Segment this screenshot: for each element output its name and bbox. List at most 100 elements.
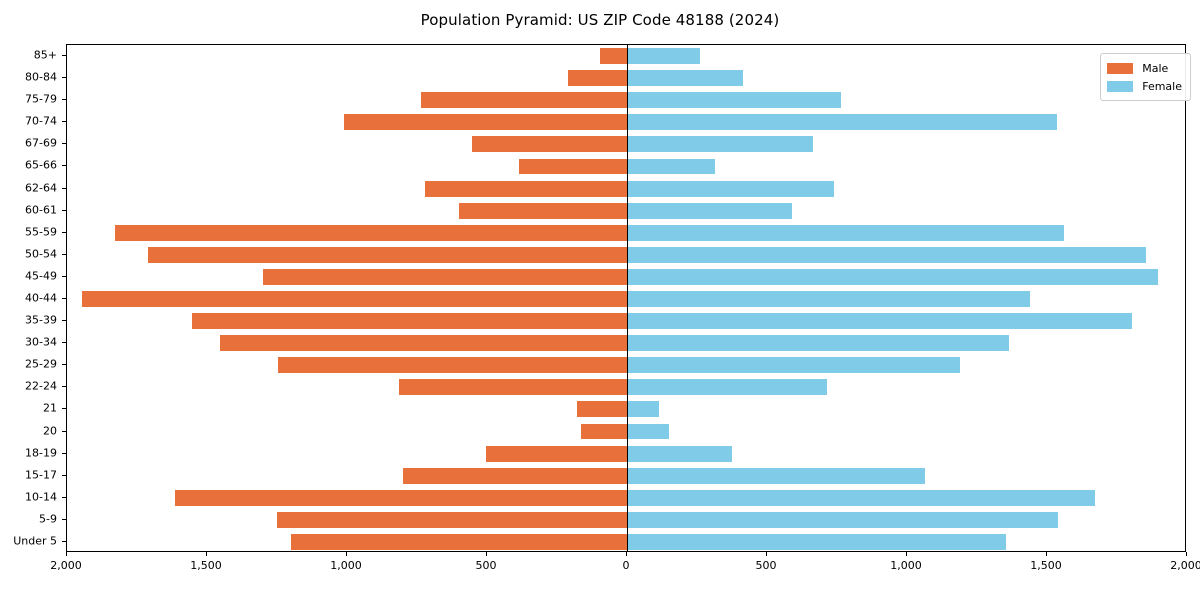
y-tick-label: 70-74 bbox=[25, 114, 57, 128]
pyramid-row bbox=[67, 489, 1185, 506]
bar-female bbox=[627, 202, 793, 219]
legend-entry[interactable]: Female bbox=[1107, 77, 1182, 95]
x-tick-label: 500 bbox=[755, 559, 777, 572]
bar-female bbox=[627, 511, 1059, 528]
x-tick-label: 1,000 bbox=[890, 559, 922, 572]
x-tick-mark bbox=[66, 552, 67, 556]
y-tick-label: 67-69 bbox=[25, 136, 57, 150]
y-tick-mark bbox=[62, 77, 66, 79]
bar-male bbox=[219, 335, 627, 352]
bar-female bbox=[627, 136, 814, 153]
bar-male bbox=[421, 92, 627, 109]
bar-female bbox=[627, 379, 828, 396]
bar-female bbox=[627, 357, 961, 374]
bar-female bbox=[627, 224, 1064, 241]
y-tick-label: 62-64 bbox=[25, 181, 57, 195]
y-tick-label: 25-29 bbox=[25, 357, 57, 371]
y-tick-label: Under 5 bbox=[13, 534, 57, 548]
y-tick-label: 50-54 bbox=[25, 247, 57, 261]
bar-male bbox=[263, 268, 627, 285]
bar-male bbox=[459, 202, 627, 219]
y-tick-mark bbox=[62, 364, 66, 366]
pyramid-row bbox=[67, 511, 1185, 528]
y-axis: 85+ 80-84 75-79 70-74 67-69 65-66 62-64 60-61 55… bbox=[0, 0, 62, 600]
bar-female bbox=[627, 445, 732, 462]
bar-male bbox=[344, 114, 627, 131]
y-tick-mark bbox=[62, 496, 66, 498]
x-tick-mark bbox=[1046, 552, 1047, 556]
bar-female bbox=[627, 489, 1095, 506]
bar-female bbox=[627, 158, 716, 175]
pyramid-row bbox=[67, 48, 1185, 64]
zero-axis-line bbox=[627, 45, 629, 551]
bar-female bbox=[627, 114, 1057, 131]
x-tick-label: 500 bbox=[475, 559, 497, 572]
y-tick-label: 5-9 bbox=[39, 512, 57, 526]
bar-male bbox=[398, 379, 627, 396]
bar-female bbox=[627, 401, 660, 418]
y-tick-mark bbox=[62, 231, 66, 233]
legend-entry[interactable]: Male bbox=[1107, 59, 1182, 77]
bar-male bbox=[114, 224, 627, 241]
y-tick-mark bbox=[62, 143, 66, 145]
y-tick-label: 65-66 bbox=[25, 158, 57, 172]
x-tick-mark bbox=[1186, 552, 1187, 556]
pyramid-row bbox=[67, 136, 1185, 153]
pyramid-row bbox=[67, 114, 1185, 131]
y-tick-mark bbox=[62, 386, 66, 388]
bar-male bbox=[519, 158, 627, 175]
bar-female bbox=[627, 92, 842, 109]
bar-female bbox=[627, 467, 926, 484]
y-tick-label: 60-61 bbox=[25, 203, 57, 217]
legend-label: Female bbox=[1142, 79, 1182, 93]
pyramid-row bbox=[67, 423, 1185, 440]
y-tick-mark bbox=[62, 99, 66, 101]
bar-male bbox=[82, 291, 627, 307]
bar-female bbox=[627, 313, 1133, 330]
x-tick-mark bbox=[346, 552, 347, 556]
y-tick-mark bbox=[62, 430, 66, 432]
bars-layer bbox=[67, 45, 1185, 551]
bar-male bbox=[600, 48, 627, 64]
bar-male bbox=[291, 534, 627, 550]
y-tick-mark bbox=[62, 540, 66, 542]
y-tick-label: 10-14 bbox=[25, 490, 57, 504]
bar-female bbox=[627, 423, 669, 440]
y-tick-mark bbox=[62, 187, 66, 189]
x-tick-label: 1,500 bbox=[1030, 559, 1062, 572]
pyramid-row bbox=[67, 445, 1185, 462]
x-tick-mark bbox=[206, 552, 207, 556]
bar-male bbox=[576, 401, 627, 418]
bar-male bbox=[425, 180, 627, 197]
y-tick-label: 35-39 bbox=[25, 313, 57, 327]
bar-male bbox=[278, 357, 627, 374]
y-tick-label: 30-34 bbox=[25, 335, 57, 349]
pyramid-row bbox=[67, 224, 1185, 241]
pyramid-row bbox=[67, 70, 1185, 87]
pyramid-row bbox=[67, 335, 1185, 352]
bar-male bbox=[174, 489, 627, 506]
y-tick-mark bbox=[62, 55, 66, 57]
y-tick-mark bbox=[62, 342, 66, 344]
legend-swatch-icon bbox=[1107, 62, 1134, 74]
x-tick-mark bbox=[486, 552, 487, 556]
y-tick-label: 85+ bbox=[33, 48, 57, 62]
y-tick-label: 20 bbox=[43, 424, 57, 438]
pyramid-row bbox=[67, 92, 1185, 109]
bar-female bbox=[627, 291, 1031, 307]
x-tick-label: 1,000 bbox=[330, 559, 362, 572]
pyramid-row bbox=[67, 534, 1185, 550]
x-tick-mark bbox=[906, 552, 907, 556]
bar-female bbox=[627, 180, 835, 197]
bar-male bbox=[568, 70, 627, 87]
bar-male bbox=[148, 246, 627, 263]
y-tick-mark bbox=[62, 298, 66, 299]
x-tick-mark bbox=[766, 552, 767, 556]
bar-female bbox=[627, 246, 1147, 263]
y-tick-label: 40-44 bbox=[25, 291, 57, 305]
legend-label: Male bbox=[1142, 61, 1169, 75]
bar-female bbox=[627, 268, 1158, 285]
bar-male bbox=[191, 313, 627, 330]
bar-female bbox=[627, 48, 700, 64]
